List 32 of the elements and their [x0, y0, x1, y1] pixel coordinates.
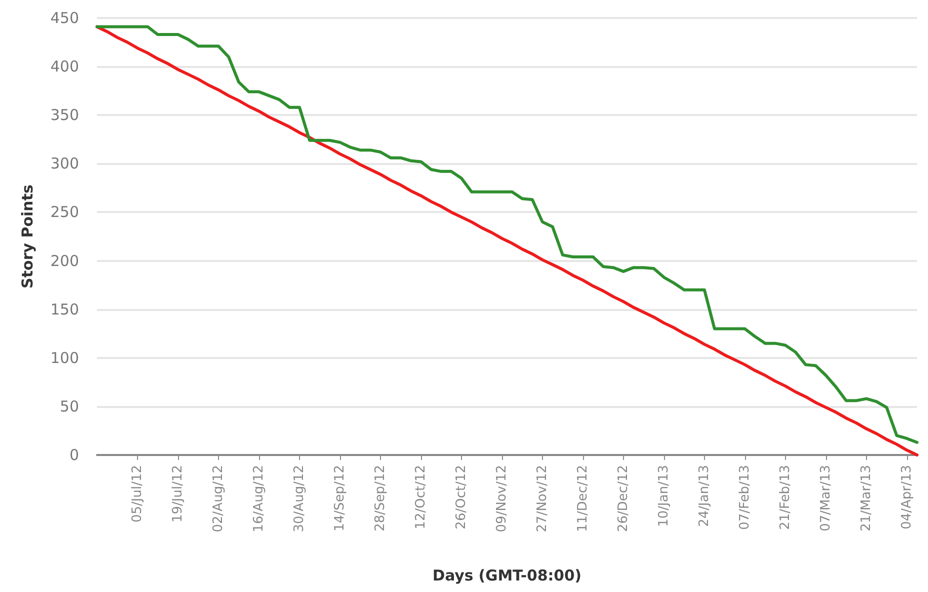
y-tick-label: 400 [50, 58, 79, 76]
y-tick-label: 200 [50, 252, 79, 270]
x-tick-label: 28/Sep/12 [372, 465, 388, 532]
x-tick-label: 02/Aug/12 [210, 465, 226, 532]
y-tick-label: 100 [50, 348, 79, 367]
y-tick-label: 250 [50, 203, 79, 222]
y-tick-label: 150 [50, 300, 79, 318]
x-tick-label: 07/Feb/13 [737, 465, 752, 530]
x-tick-label: 24/Jan/13 [696, 465, 712, 527]
x-tick-label: 10/Jan/13 [656, 465, 672, 527]
x-tick-label: 05/Jul/12 [130, 465, 145, 523]
x-tick-label: 27/Nov/12 [534, 465, 550, 532]
x-tick-label: 19/Jul/12 [170, 465, 186, 523]
x-tick-label: 21/Feb/13 [778, 465, 793, 530]
y-tick-label: 300 [50, 154, 79, 173]
x-tick-label: 16/Aug/12 [251, 465, 266, 532]
x-tick-label: 04/Apr/13 [899, 465, 914, 530]
x-tick-label: 11/Dec/12 [575, 465, 590, 532]
y-tick-label: 450 [50, 9, 79, 27]
y-tick-label: 0 [69, 446, 79, 464]
y-tick-label: 350 [50, 106, 79, 124]
x-tick-label: 12/Oct/12 [413, 465, 428, 530]
y-axis-title: Story Points [18, 184, 36, 288]
x-tick-label: 26/Oct/12 [454, 465, 469, 530]
x-tick-label: 09/Nov/12 [494, 465, 510, 532]
x-tick-label: 21/Mar/13 [858, 465, 874, 532]
x-tick-label: 14/Sep/12 [332, 465, 348, 532]
y-tick-label: 50 [60, 397, 79, 416]
x-axis-title: Days (GMT-08:00) [432, 566, 582, 584]
x-tick-label: 30/Aug/12 [292, 465, 307, 532]
x-tick-label: 07/Mar/13 [818, 465, 834, 532]
x-tick-label: 26/Dec/12 [616, 465, 631, 532]
